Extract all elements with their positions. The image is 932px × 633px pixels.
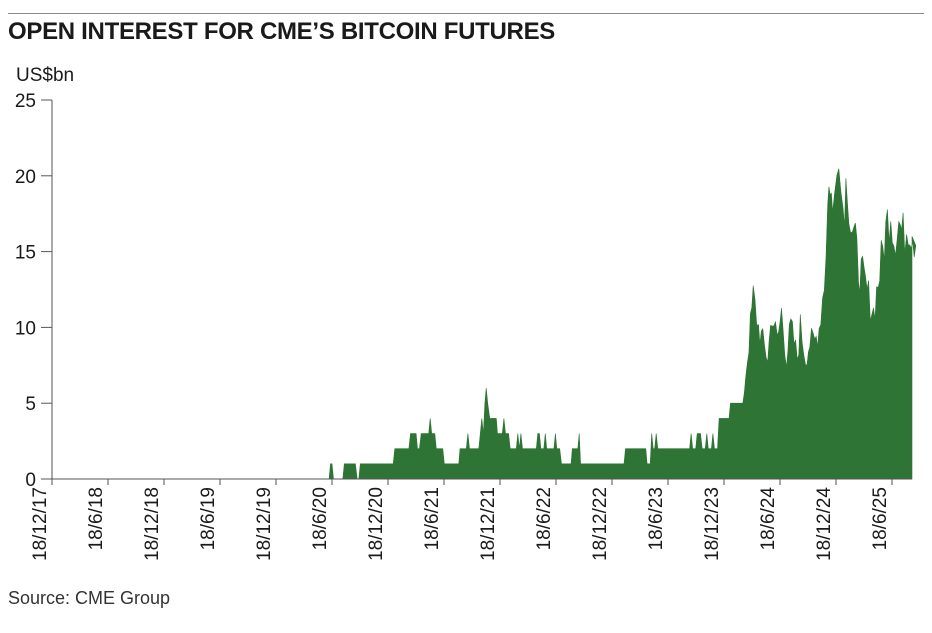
y-tick-label-5: 5 <box>25 394 36 415</box>
x-tick-label-5: 18/6/20 <box>310 487 331 550</box>
x-tick-label-4: 18/12/19 <box>254 487 275 561</box>
x-tick-label-7: 18/6/21 <box>422 487 443 550</box>
y-tick-label-20: 20 <box>15 167 36 188</box>
x-tick-label-6: 18/12/20 <box>366 487 387 561</box>
x-tick-label-13: 18/6/24 <box>758 487 779 551</box>
x-tick-label-3: 18/6/19 <box>198 487 219 550</box>
y-tick-label-25: 25 <box>15 91 36 112</box>
x-tick-label-10: 18/12/22 <box>590 487 611 561</box>
area-layer <box>52 168 917 480</box>
x-tick-label-14: 18/12/24 <box>814 487 835 561</box>
series-area-0 <box>52 168 917 480</box>
axis-layer: 0 5 10 15 20 25 18/12/17 18/6/18 18/12/18 18/6/19… <box>15 91 912 561</box>
y-tick-label-10: 10 <box>15 318 36 339</box>
x-tick-label-0: 18/12/17 <box>30 487 51 561</box>
chart-title: OPEN INTEREST FOR CME’S BITCOIN FUTURES <box>8 18 555 45</box>
x-tick-label-12: 18/12/23 <box>702 487 723 561</box>
x-tick-label-9: 18/6/22 <box>534 487 555 550</box>
y-tick-label-15: 15 <box>15 243 36 264</box>
x-tick-label-8: 18/12/21 <box>478 487 499 561</box>
x-tick-label-15: 18/6/25 <box>870 487 891 550</box>
y-tick-label-0: 0 <box>25 470 36 491</box>
top-rule <box>8 13 924 14</box>
y-axis-unit-label: US$bn <box>16 65 74 86</box>
x-tick-label-1: 18/6/18 <box>86 487 107 550</box>
x-tick-label-11: 18/6/23 <box>646 487 667 550</box>
source-note: Source: CME Group <box>8 588 171 608</box>
x-tick-label-2: 18/12/18 <box>142 487 163 561</box>
